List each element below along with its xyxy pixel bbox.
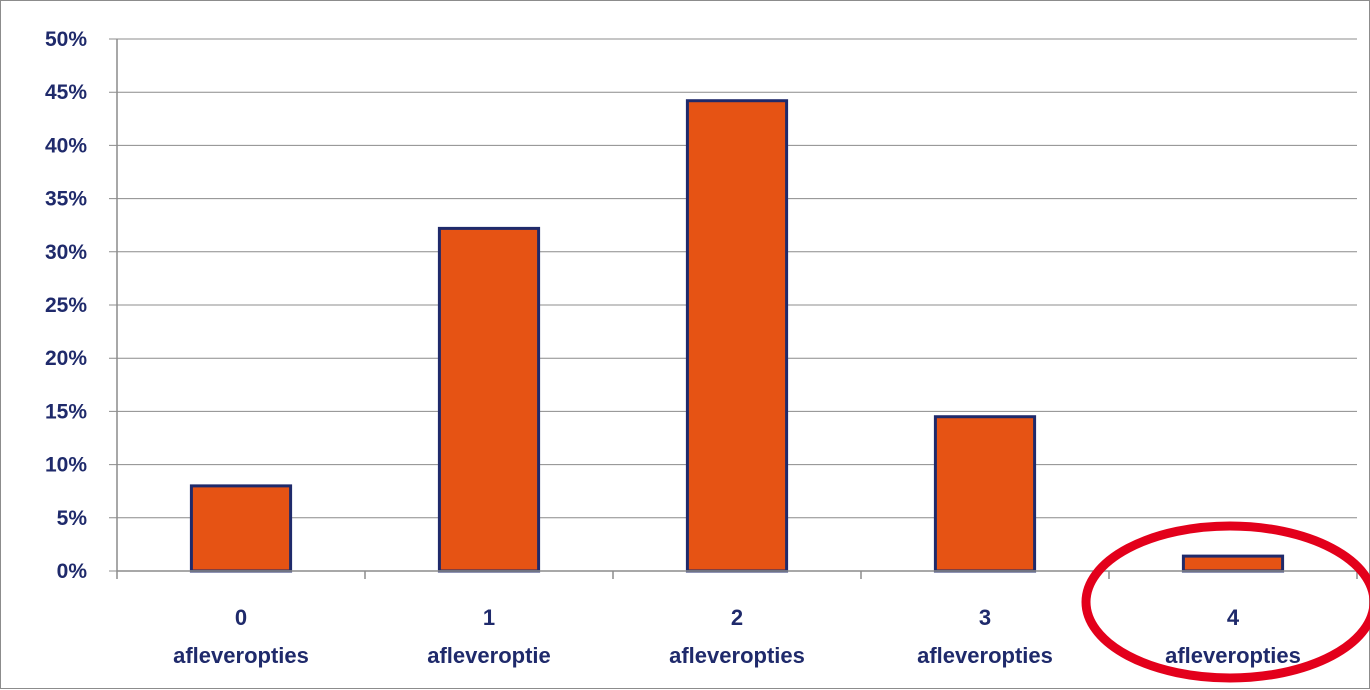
bar-1 <box>437 226 541 573</box>
bar-3 <box>933 415 1037 573</box>
x-category-label: afleveropties <box>669 643 805 668</box>
x-category-label: 2 <box>731 605 743 630</box>
bar-0 <box>189 484 293 573</box>
y-tick-label: 25% <box>45 294 87 317</box>
x-category-label: 0 <box>235 605 247 630</box>
bars <box>189 99 1285 573</box>
bar-4 <box>1181 554 1285 573</box>
x-axis <box>116 39 1358 579</box>
y-tick-label: 35% <box>45 188 87 211</box>
x-category-label: afleveropties <box>917 643 1053 668</box>
x-category-label: 3 <box>979 605 991 630</box>
x-axis-category-labels: 0 afleveropties 1 afleveroptie 2 afleveroptie… <box>173 605 1301 668</box>
bar-2 <box>685 99 789 573</box>
y-tick-label: 10% <box>45 454 87 477</box>
y-tick-label: 45% <box>45 81 87 104</box>
y-tick-label: 20% <box>45 347 87 370</box>
y-tick-label: 5% <box>57 507 88 530</box>
x-category-label: afleveropties <box>173 643 309 668</box>
y-tick-label: 40% <box>45 134 87 157</box>
y-tick-label: 50% <box>45 28 87 51</box>
y-tick-label: 15% <box>45 400 87 423</box>
x-category-label: 4 <box>1227 605 1240 630</box>
x-category-label: afleveroptie <box>427 643 551 668</box>
x-category-label: afleveropties <box>1165 643 1301 668</box>
y-tick-label: 0% <box>57 560 88 583</box>
x-category-label: 1 <box>483 605 495 630</box>
highlight-circle <box>1081 521 1370 683</box>
annotation-layer <box>1081 521 1370 683</box>
y-tick-label: 30% <box>45 241 87 264</box>
y-axis-tick-labels: 0% 5% 10% 15% 20% 25% 30% 35% 40% 45% 50% <box>45 28 87 583</box>
